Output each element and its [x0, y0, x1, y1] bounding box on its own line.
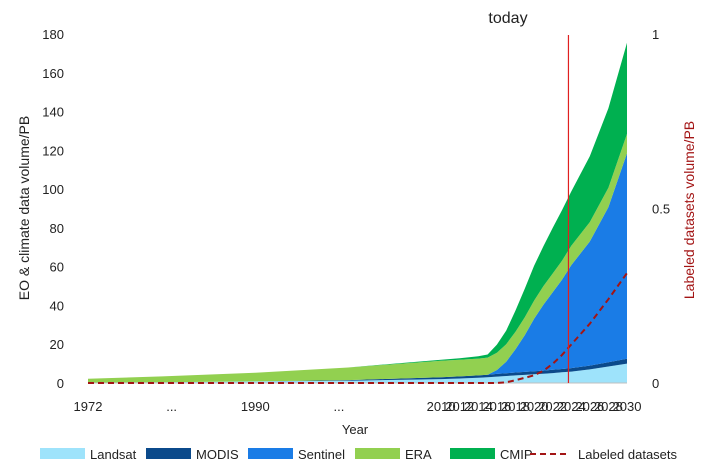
left-y-axis-title: EO & climate data volume/PB [16, 116, 32, 300]
x-tick-label: 2024 [557, 399, 586, 414]
x-tick-label: 2026 [575, 399, 604, 414]
x-tick-label: 2028 [594, 399, 623, 414]
left-y-tick-label: 120 [42, 143, 64, 158]
legend-swatch [40, 448, 85, 459]
legend-label: MODIS [196, 447, 239, 462]
x-tick-label: 2030 [613, 399, 642, 414]
x-tick-label: 2018 [501, 399, 530, 414]
x-tick-label: 2020 [520, 399, 549, 414]
legend-label: Labeled datasets [578, 447, 678, 462]
legend-swatch [355, 448, 400, 459]
x-tick-label: 1990 [241, 399, 270, 414]
legend-label: ERA [405, 447, 432, 462]
x-axis-title: Year [342, 422, 369, 437]
area-landsat [88, 363, 627, 383]
x-tick-label: 1972 [74, 399, 103, 414]
right-y-tick-label: 0.5 [652, 202, 670, 217]
right-y-axis-title: Labeled datasets volume/PB [681, 121, 697, 299]
x-tick-label: 2012 [445, 399, 474, 414]
x-tick-label: ... [166, 399, 177, 414]
legend-swatch [248, 448, 293, 459]
left-y-tick-label: 160 [42, 66, 64, 81]
legend: Landsat MODIS Sentinel ERA CMIP Labeled datas… [40, 447, 678, 462]
legend-swatch [146, 448, 191, 459]
legend-label: Sentinel [298, 447, 345, 462]
left-y-tick-label: 20 [50, 337, 64, 352]
legend-label: CMIP [500, 447, 533, 462]
overlay-group [88, 35, 628, 384]
x-tick-label: 2010 [427, 399, 456, 414]
left-y-tick-label: 100 [42, 182, 64, 197]
x-tick-label: ... [333, 399, 344, 414]
right-y-tick-label: 0 [652, 376, 659, 391]
left-y-tick-label: 40 [50, 298, 64, 313]
area-sentinel [88, 153, 627, 383]
left-y-tick-label: 180 [42, 27, 64, 42]
x-tick-label: 2014 [464, 399, 493, 414]
axes-group: 0 20 40 60 80 100 120 140 160 180 0 0.5 1 1972... 1990… [42, 27, 670, 414]
area-modis [88, 358, 627, 383]
right-y-tick-label: 1 [652, 27, 659, 42]
x-tick-label: 2022 [538, 399, 567, 414]
stacked-area-group [88, 42, 627, 383]
left-y-tick-label: 140 [42, 105, 64, 120]
legend-label: Landsat [90, 447, 137, 462]
left-y-tick-label: 80 [50, 221, 64, 236]
line-labeled-datasets [88, 272, 628, 384]
left-y-tick-label: 0 [57, 376, 64, 391]
legend-swatch [450, 448, 495, 459]
today-annotation: today [488, 10, 527, 27]
x-tick-label: 2016 [482, 399, 511, 414]
left-y-tick-label: 60 [50, 260, 64, 275]
